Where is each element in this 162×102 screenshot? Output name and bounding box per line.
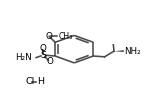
Text: Cl: Cl — [26, 77, 35, 86]
Text: O: O — [39, 44, 46, 53]
Text: S: S — [40, 51, 46, 60]
Text: O: O — [46, 32, 53, 41]
Text: O: O — [46, 57, 53, 66]
Text: H: H — [37, 77, 44, 86]
Polygon shape — [114, 50, 124, 52]
Text: H₂N: H₂N — [15, 53, 31, 62]
Text: NH₂: NH₂ — [124, 47, 141, 56]
Text: CH₃: CH₃ — [59, 32, 73, 41]
